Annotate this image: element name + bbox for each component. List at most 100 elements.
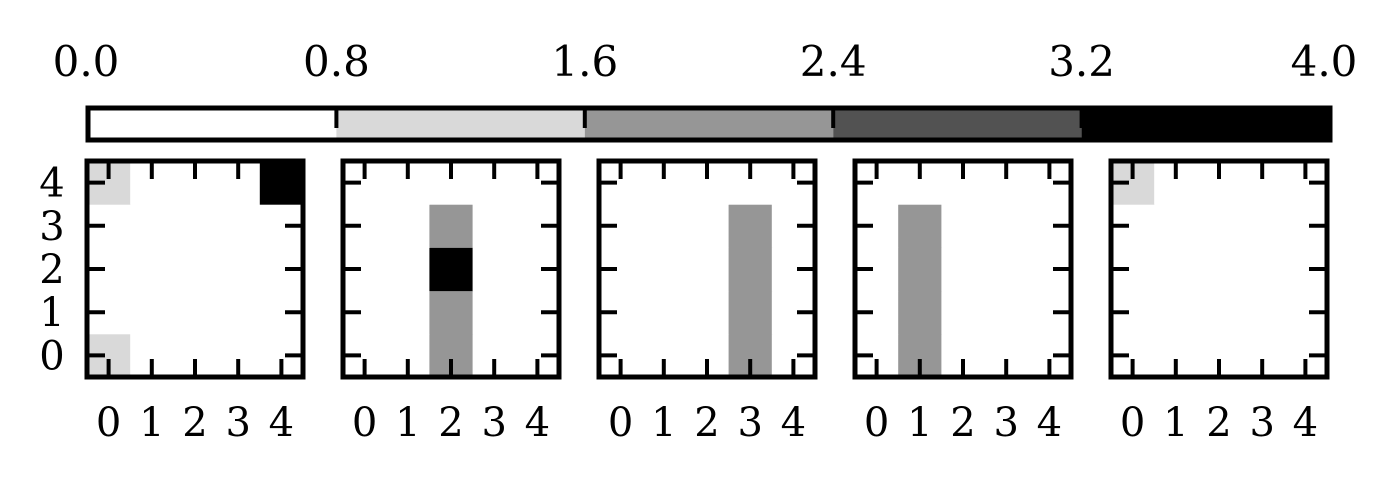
heatmap-cell <box>642 204 686 248</box>
x-tick-label: 4 <box>269 400 294 446</box>
heatmap-cell <box>386 290 430 335</box>
x-tick-label: 0 <box>864 400 889 446</box>
heatmap-cell <box>941 290 986 335</box>
x-tick-label: 2 <box>1206 400 1231 446</box>
colorbar-tick-label: 0.8 <box>303 37 370 86</box>
heatmap-cell <box>130 247 174 292</box>
panel-frame <box>596 158 818 380</box>
heatmap-cell <box>429 204 474 248</box>
heatmap-cell <box>685 247 730 292</box>
colorbar-segment <box>1081 108 1330 140</box>
panel-frame <box>340 158 562 380</box>
heatmap-cell <box>216 247 261 292</box>
x-tick-label: 3 <box>737 400 762 446</box>
heatmap-cell <box>173 247 218 292</box>
colorbar-frame <box>85 105 1333 143</box>
colorbar-tick-label: 1.6 <box>551 37 618 86</box>
x-tick-label: 1 <box>395 400 420 446</box>
heatmap-cell <box>984 204 1029 248</box>
y-tick-label: 1 <box>39 290 64 336</box>
heatmap-cell <box>941 204 986 248</box>
heatmap-cell <box>429 247 474 292</box>
heatmap-cell <box>642 247 686 292</box>
heatmap-cell <box>130 204 174 248</box>
heatmap-cell <box>1197 247 1242 292</box>
panel-frame <box>84 158 306 380</box>
colorbar-tick-label: 3.2 <box>1048 37 1115 86</box>
x-tick-label: 4 <box>1293 400 1318 446</box>
heatmap-cell <box>898 290 942 335</box>
colorbar-segment <box>584 108 834 140</box>
heatmap-cell <box>984 247 1029 292</box>
heatmap-cell <box>472 204 517 248</box>
heatmap-cell <box>728 247 773 292</box>
colorbar-segment <box>336 108 585 140</box>
x-tick-label: 3 <box>993 400 1018 446</box>
heatmap-cell <box>898 247 942 292</box>
heatmap-cell <box>429 290 474 335</box>
x-tick-label: 2 <box>694 400 719 446</box>
heatmap-cell <box>1240 247 1285 292</box>
x-tick-label: 4 <box>781 400 806 446</box>
y-tick-label: 3 <box>39 204 64 250</box>
heatmap-cell <box>216 204 261 248</box>
heatmap-cell <box>216 290 261 335</box>
heatmap-cell <box>173 204 218 248</box>
x-tick-label: 2 <box>182 400 207 446</box>
x-tick-label: 3 <box>1249 400 1274 446</box>
x-tick-label: 1 <box>907 400 932 446</box>
heatmap-cell <box>728 204 773 248</box>
heatmap-cell <box>472 290 517 335</box>
x-tick-label: 0 <box>352 400 377 446</box>
colorbar-tick-label: 0.0 <box>53 37 120 86</box>
panel-frame <box>1108 158 1330 380</box>
heatmap-cell <box>1154 247 1198 292</box>
x-tick-label: 0 <box>1120 400 1145 446</box>
x-tick-label: 4 <box>1037 400 1062 446</box>
heatmap-cell <box>386 247 430 292</box>
heatmap-cell <box>1240 204 1285 248</box>
heatmap-cell <box>173 290 218 335</box>
colorbar: 0.0 0.8 1.6 2.4 3.2 4.0 <box>53 37 1358 143</box>
heatmap-cell <box>642 290 686 335</box>
x-tick-label: 3 <box>481 400 506 446</box>
heatmap-cell <box>685 204 730 248</box>
heatmap-cell <box>1197 204 1242 248</box>
y-tick-label: 2 <box>39 247 64 293</box>
x-tick-label: 4 <box>525 400 550 446</box>
colorbar-segment <box>833 108 1082 140</box>
x-tick-label: 1 <box>139 400 164 446</box>
heatmap-cell <box>728 290 773 335</box>
heatmap-cell <box>1197 290 1242 335</box>
colorbar-tick-label: 2.4 <box>800 37 867 86</box>
heatmap-cell <box>984 290 1029 335</box>
heatmap-cell <box>1240 290 1285 335</box>
colorbar-tick-label: 4.0 <box>1291 37 1358 86</box>
heatmap-cell <box>898 204 942 248</box>
x-tick-label: 2 <box>438 400 463 446</box>
panel-frame <box>852 158 1074 380</box>
x-tick-label: 1 <box>651 400 676 446</box>
x-tick-label: 0 <box>608 400 633 446</box>
heatmap-cell <box>685 290 730 335</box>
heatmap-cell <box>472 247 517 292</box>
colorbar-segment <box>88 108 337 140</box>
x-tick-label: 3 <box>225 400 250 446</box>
y-tick-label: 0 <box>39 333 64 379</box>
x-tick-label: 1 <box>1163 400 1188 446</box>
heatmap-cell <box>386 204 430 248</box>
x-tick-label: 0 <box>96 400 121 446</box>
heatmap-cell <box>1154 204 1198 248</box>
heatmap-cell <box>130 290 174 335</box>
x-tick-label: 2 <box>950 400 975 446</box>
heatmap-cell <box>941 247 986 292</box>
heatmap-cell <box>1154 290 1198 335</box>
y-tick-label: 4 <box>39 161 64 207</box>
